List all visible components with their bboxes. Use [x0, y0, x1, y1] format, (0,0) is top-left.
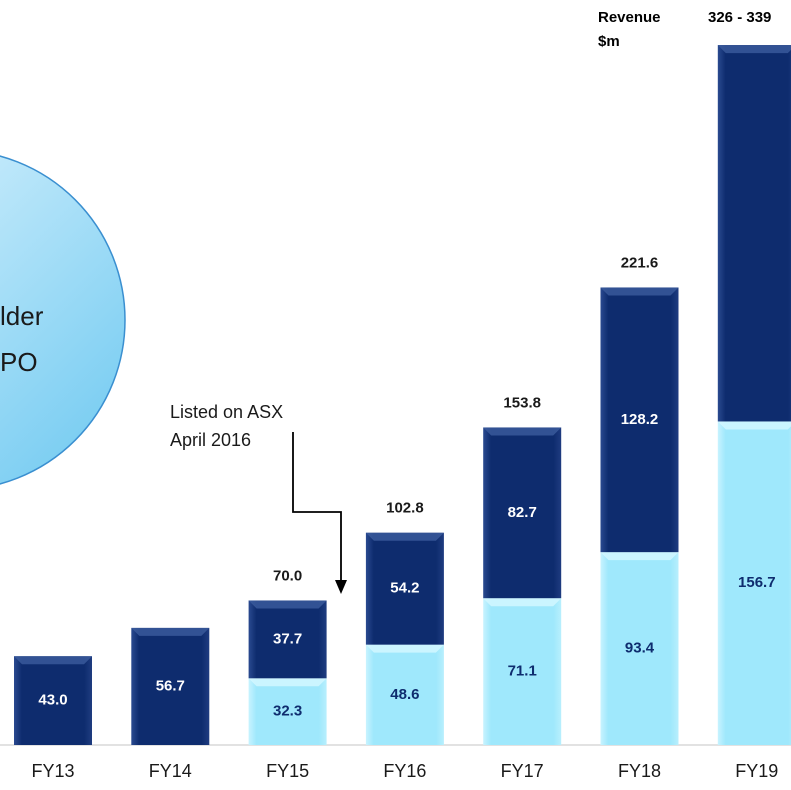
- data-label: 82.7: [508, 504, 537, 521]
- annotation: Listed on ASX: [170, 402, 283, 422]
- bar-segment: [717, 45, 791, 422]
- data-label: 48.6: [390, 686, 419, 703]
- x-tick-label: FY14: [149, 761, 192, 781]
- bar-segment: [14, 656, 92, 745]
- x-tick-label: FY13: [31, 761, 74, 781]
- annotation: April 2016: [170, 430, 251, 450]
- data-label: 37.7: [273, 630, 302, 647]
- data-label: 43.0: [38, 692, 67, 709]
- bevel: [717, 421, 791, 430]
- bevel: [248, 678, 327, 687]
- bevel: [717, 45, 791, 54]
- total-label: 102.8: [386, 500, 424, 517]
- arrow-head: [335, 580, 347, 594]
- bar-segment: [365, 644, 444, 745]
- annotation-arrow: [292, 432, 342, 582]
- x-tick-label: FY16: [383, 761, 426, 781]
- unit-label: $m: [598, 33, 620, 50]
- bevel: [248, 600, 327, 609]
- bar-segment: [365, 532, 444, 645]
- bar-segment: [483, 427, 562, 599]
- total-label: 221.6: [621, 254, 659, 271]
- data-label: 71.1: [508, 663, 537, 680]
- data-label: 156.7: [738, 574, 776, 591]
- data-label: 54.2: [390, 580, 419, 597]
- bevel: [483, 427, 562, 436]
- circle-text: lder: [0, 301, 44, 331]
- bevel: [483, 598, 562, 607]
- bar-segment: [483, 598, 562, 745]
- bevel: [365, 644, 444, 653]
- data-label: 32.3: [273, 703, 302, 720]
- bevel: [600, 287, 679, 296]
- data-label: 93.4: [625, 640, 655, 657]
- data-label: 128.2: [621, 411, 659, 428]
- data-label: 56.7: [156, 677, 185, 694]
- bevel: [14, 656, 92, 665]
- circle-text: PO: [0, 347, 38, 377]
- bar-segment: [248, 600, 327, 679]
- x-tick-label: FY17: [501, 761, 544, 781]
- bar-segment: [600, 287, 679, 553]
- unit-label: Revenue: [598, 9, 661, 26]
- total-label: 153.8: [503, 394, 541, 411]
- bar-segment: [248, 678, 327, 745]
- bevel: [131, 627, 210, 636]
- bar-segment: [600, 552, 679, 745]
- bar-segment: [131, 627, 210, 745]
- bevel: [365, 532, 444, 541]
- x-tick-label: FY19: [735, 761, 778, 781]
- x-tick-label: FY18: [618, 761, 661, 781]
- bevel: [600, 552, 679, 561]
- x-tick-label: FY15: [266, 761, 309, 781]
- range-label: 326 - 339: [708, 9, 771, 26]
- circle: [0, 155, 126, 485]
- total-label: 70.0: [273, 567, 302, 584]
- bar-segment: [717, 421, 791, 745]
